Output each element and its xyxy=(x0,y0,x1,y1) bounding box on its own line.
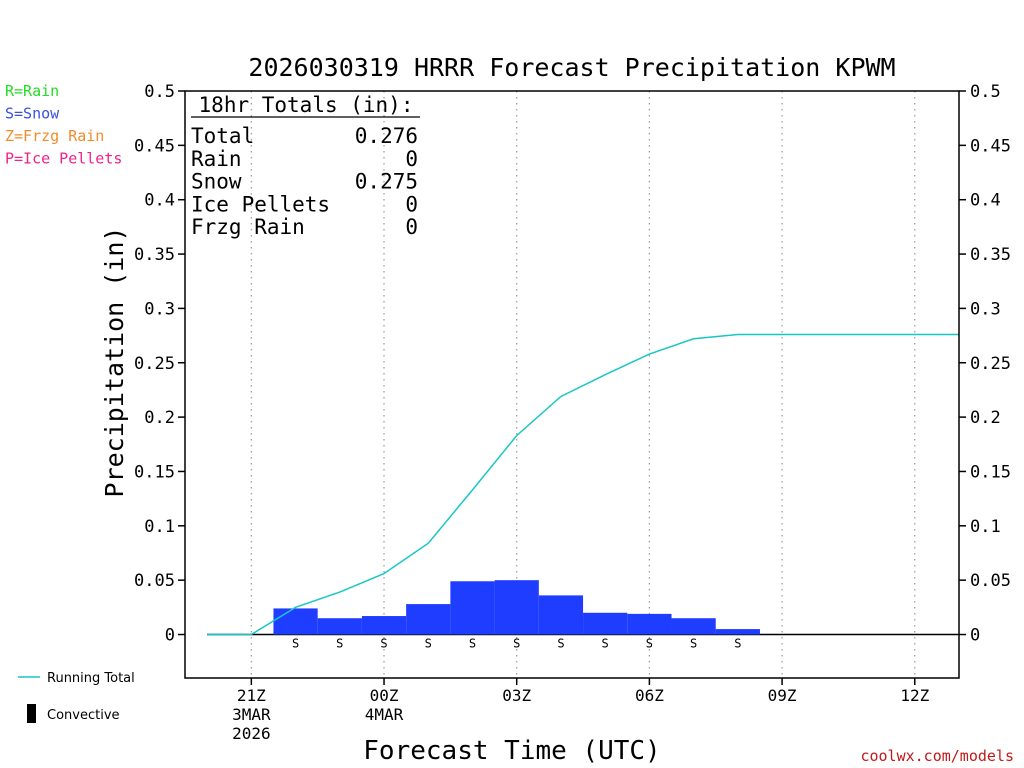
ptype-marker-10: S xyxy=(734,637,741,651)
grid xyxy=(207,91,959,678)
ptype-marker-0: S xyxy=(292,637,299,651)
totals-value-4: 0 xyxy=(405,215,418,239)
totals-value-3: 0 xyxy=(405,192,418,216)
totals-label-3: Ice Pellets xyxy=(191,192,330,216)
x-tick-label-1-0: 00Z xyxy=(370,686,399,705)
running-total-legend-label: Running Total xyxy=(47,671,135,686)
precip-bar-3 xyxy=(406,604,451,635)
ptype-marker-9: S xyxy=(690,637,697,651)
totals-label-1: Rain xyxy=(191,147,242,171)
totals-heading: 18hr Totals (in): xyxy=(199,93,414,117)
x-tick-label-0-0: 21Z xyxy=(237,686,266,705)
totals-value-0: 0.276 xyxy=(355,124,418,148)
precip-bar-6 xyxy=(538,595,584,635)
precip-bar-5 xyxy=(494,580,539,635)
ptype-legend-item-2: Z=Frzg Rain xyxy=(5,127,104,145)
totals-label-2: Snow xyxy=(191,170,242,194)
ptype-legend-item-3: P=Ice Pellets xyxy=(5,150,122,168)
y-tick-label-right-8: 0.1 xyxy=(970,517,1001,537)
ptype-marker-8: S xyxy=(646,637,653,651)
y-tick-label-right-0: 0.5 xyxy=(970,82,1001,102)
y-tick-label-left-2: 0.4 xyxy=(144,191,175,211)
y-tick-label-right-5: 0.25 xyxy=(970,354,1011,374)
y-tick-label-right-6: 0.2 xyxy=(970,408,1001,428)
x-tick-label-4-0: 09Z xyxy=(768,686,797,705)
precip-bar-1 xyxy=(317,618,362,635)
ptype-marker-6: S xyxy=(557,637,564,651)
chart-title: 2026030319 HRRR Forecast Precipitation K… xyxy=(248,53,895,82)
totals-value-2: 0.275 xyxy=(355,170,418,194)
y-tick-label-left-9: 0.05 xyxy=(134,571,175,591)
totals-label-4: Frzg Rain xyxy=(191,215,305,239)
precip-bar-4 xyxy=(450,581,495,635)
ptype-legend: R=Rain S=Snow Z=Frzg Rain P=Ice Pellets xyxy=(5,82,122,168)
y-tick-label-left-8: 0.1 xyxy=(144,517,175,537)
y-tick-label-left-1: 0.45 xyxy=(134,136,175,156)
x-tick-label-0-2: 2026 xyxy=(232,724,271,743)
x-tick-label-0-1: 3MAR xyxy=(232,705,271,724)
precip-bar-0 xyxy=(273,608,318,635)
y-tick-label-right-1: 0.45 xyxy=(970,136,1011,156)
ptype-marker-2: S xyxy=(380,637,387,651)
running-total-series xyxy=(207,333,959,636)
x-tick-label-5-0: 12Z xyxy=(900,686,929,705)
x-tick-label-2-0: 03Z xyxy=(502,686,531,705)
precip-bar-10 xyxy=(715,629,760,635)
ptype-legend-item-0: R=Rain xyxy=(5,82,59,100)
ptype-legend-item-1: S=Snow xyxy=(5,105,60,123)
ptype-marker-4: S xyxy=(469,637,476,651)
credit-text: coolwx.com/models xyxy=(860,747,1014,765)
ptype-marker-3: S xyxy=(425,637,432,651)
y-tick-label-right-3: 0.35 xyxy=(970,245,1011,265)
totals-value-1: 0 xyxy=(405,147,418,171)
x-tick-label-1-1: 4MAR xyxy=(365,705,404,724)
y-axis-ticks: 0.5 0.5 0.45 0.45 0.4 0.4 0.35 0.35 0.3 0.3 0.25 0.… xyxy=(134,82,1011,646)
y-tick-label-left-6: 0.2 xyxy=(144,408,175,428)
y-tick-label-left-7: 0.15 xyxy=(134,462,175,482)
y-tick-label-left-10: 0 xyxy=(165,626,175,646)
ptype-marker-5: S xyxy=(513,637,520,651)
convective-legend-swatch xyxy=(27,704,36,723)
ptype-marker-1: S xyxy=(336,637,343,651)
y-tick-label-right-4: 0.3 xyxy=(970,299,1001,319)
plot-frame xyxy=(184,90,960,679)
y-tick-label-right-10: 0 xyxy=(970,626,980,646)
y-tick-label-left-4: 0.3 xyxy=(144,299,175,319)
y-tick-label-left-5: 0.25 xyxy=(134,354,175,374)
x-axis-label: Forecast Time (UTC) xyxy=(363,736,660,766)
y-tick-label-right-7: 0.15 xyxy=(970,462,1011,482)
precip-bar-2 xyxy=(361,616,407,635)
totals-label-0: Total xyxy=(191,124,254,148)
precip-bar-7 xyxy=(583,612,628,635)
x-tick-label-3-0: 06Z xyxy=(635,686,664,705)
y-tick-label-right-2: 0.4 xyxy=(970,191,1001,211)
ptype-marker-7: S xyxy=(602,637,609,651)
y-tick-label-left-3: 0.35 xyxy=(134,245,175,265)
series-legend: Running Total Convective xyxy=(18,671,135,723)
running-total-line xyxy=(207,333,959,636)
precip-bars xyxy=(273,580,760,635)
precip-bar-9 xyxy=(671,618,716,635)
y-tick-label-right-9: 0.05 xyxy=(970,571,1011,591)
y-tick-label-left-0: 0.5 xyxy=(144,82,175,102)
y-axis-label: Precipitation (in) xyxy=(100,227,129,498)
precip-bar-8 xyxy=(627,613,672,635)
totals-box: 18hr Totals (in): Total 0.276 Rain 0 Snow 0.27… xyxy=(191,93,420,239)
convective-legend-label: Convective xyxy=(47,708,120,723)
